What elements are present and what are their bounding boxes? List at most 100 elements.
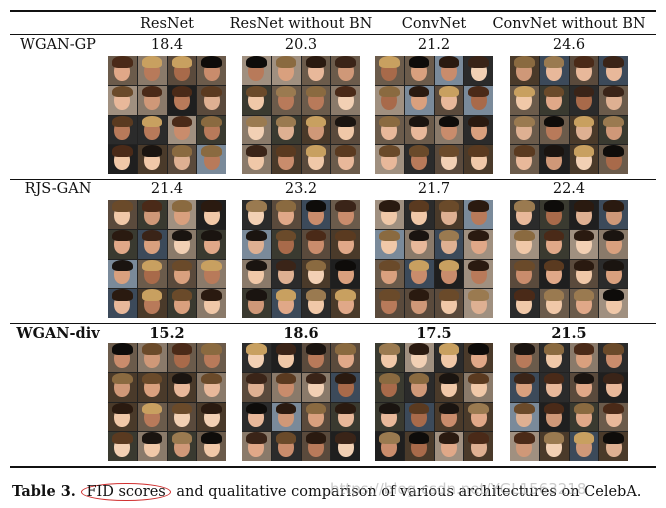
face-sample-thumbnail (242, 289, 271, 318)
sample-grid-wgan-div-resnet-without-bn (242, 343, 360, 461)
face-sample-thumbnail (242, 115, 271, 145)
face-sample-thumbnail (539, 85, 569, 115)
face-sample-thumbnail (108, 432, 137, 461)
face-sample-thumbnail (464, 229, 493, 259)
sample-grid-wgan-div-resnet (108, 343, 226, 461)
face-sample-thumbnail (404, 229, 434, 259)
face-sample-thumbnail (242, 402, 271, 432)
face-sample-thumbnail (375, 289, 404, 318)
face-sample-thumbnail (301, 432, 331, 461)
watermark: https://blog.csdn.net/YGL1563218 (330, 480, 587, 498)
face-sample-thumbnail (197, 56, 226, 85)
column-header-resnet-without-bn: ResNet without BN (229, 16, 373, 32)
face-sample-thumbnail (464, 372, 493, 402)
row-label-wgan-gp: WGAN-GP (20, 37, 96, 53)
sample-grid-wgan-gp-convnet-without-bn (510, 56, 628, 174)
face-sample-thumbnail (434, 56, 464, 85)
face-sample-thumbnail (137, 85, 167, 115)
face-sample-thumbnail (464, 289, 493, 318)
face-sample-thumbnail (599, 85, 628, 115)
face-sample-thumbnail (167, 372, 197, 402)
face-sample-thumbnail (599, 200, 628, 229)
face-sample-thumbnail (510, 56, 539, 85)
sample-grid-wgan-gp-resnet (108, 56, 226, 174)
face-sample-thumbnail (167, 200, 197, 229)
score-wgan-gp-convnet: 21.2 (417, 37, 451, 53)
face-sample-thumbnail (375, 200, 404, 229)
face-sample-thumbnail (375, 145, 404, 174)
face-sample-thumbnail (301, 85, 331, 115)
caption-text: and qualitative comparison of various ar… (176, 484, 642, 500)
face-sample-thumbnail (331, 289, 360, 318)
face-sample-thumbnail (331, 432, 360, 461)
face-sample-thumbnail (271, 289, 301, 318)
face-sample-thumbnail (434, 372, 464, 402)
face-sample-thumbnail (137, 432, 167, 461)
row-label-wgan-div: WGAN-div (16, 325, 100, 342)
face-sample-thumbnail (464, 145, 493, 174)
score-wgan-gp-resnet-without-bn: 20.3 (284, 37, 318, 53)
face-sample-thumbnail (375, 56, 404, 85)
face-sample-thumbnail (434, 432, 464, 461)
face-sample-thumbnail (301, 402, 331, 432)
face-sample-thumbnail (599, 56, 628, 85)
face-sample-thumbnail (137, 200, 167, 229)
face-sample-thumbnail (197, 402, 226, 432)
face-sample-thumbnail (404, 259, 434, 289)
face-sample-thumbnail (137, 289, 167, 318)
face-sample-thumbnail (271, 229, 301, 259)
face-sample-thumbnail (599, 372, 628, 402)
face-sample-thumbnail (404, 56, 434, 85)
face-sample-thumbnail (167, 115, 197, 145)
face-sample-thumbnail (197, 145, 226, 174)
score-wgan-gp-convnet-without-bn: 24.6 (552, 37, 586, 53)
face-sample-thumbnail (242, 229, 271, 259)
face-sample-thumbnail (271, 259, 301, 289)
face-sample-thumbnail (464, 259, 493, 289)
sample-grid-rjs-gan-convnet-without-bn (510, 200, 628, 318)
face-sample-thumbnail (599, 402, 628, 432)
face-sample-thumbnail (510, 372, 539, 402)
face-sample-thumbnail (569, 85, 599, 115)
face-sample-thumbnail (375, 372, 404, 402)
face-sample-thumbnail (108, 200, 137, 229)
face-sample-thumbnail (108, 372, 137, 402)
face-sample-thumbnail (539, 145, 569, 174)
face-sample-thumbnail (599, 229, 628, 259)
face-sample-thumbnail (331, 200, 360, 229)
face-sample-thumbnail (167, 402, 197, 432)
face-sample-thumbnail (510, 200, 539, 229)
face-sample-thumbnail (434, 402, 464, 432)
face-sample-thumbnail (108, 229, 137, 259)
face-sample-thumbnail (108, 289, 137, 318)
face-sample-thumbnail (599, 289, 628, 318)
face-sample-thumbnail (404, 289, 434, 318)
face-sample-thumbnail (569, 229, 599, 259)
face-sample-thumbnail (137, 115, 167, 145)
sample-grid-rjs-gan-resnet-without-bn (242, 200, 360, 318)
face-sample-thumbnail (539, 200, 569, 229)
sample-grid-wgan-gp-convnet (375, 56, 493, 174)
face-sample-thumbnail (539, 289, 569, 318)
face-sample-thumbnail (242, 343, 271, 372)
face-sample-thumbnail (510, 145, 539, 174)
face-sample-thumbnail (599, 259, 628, 289)
face-sample-thumbnail (434, 85, 464, 115)
face-sample-thumbnail (167, 259, 197, 289)
face-sample-thumbnail (404, 432, 434, 461)
face-sample-thumbnail (510, 115, 539, 145)
face-sample-thumbnail (167, 56, 197, 85)
face-sample-thumbnail (434, 229, 464, 259)
score-rjs-gan-convnet-without-bn: 22.4 (552, 181, 586, 197)
row-rule-1 (10, 179, 656, 180)
face-sample-thumbnail (464, 200, 493, 229)
face-sample-thumbnail (137, 56, 167, 85)
face-sample-thumbnail (569, 259, 599, 289)
face-sample-thumbnail (375, 115, 404, 145)
face-sample-thumbnail (569, 145, 599, 174)
face-sample-thumbnail (167, 343, 197, 372)
face-sample-thumbnail (331, 145, 360, 174)
face-sample-thumbnail (510, 85, 539, 115)
face-sample-thumbnail (137, 229, 167, 259)
face-sample-thumbnail (271, 145, 301, 174)
